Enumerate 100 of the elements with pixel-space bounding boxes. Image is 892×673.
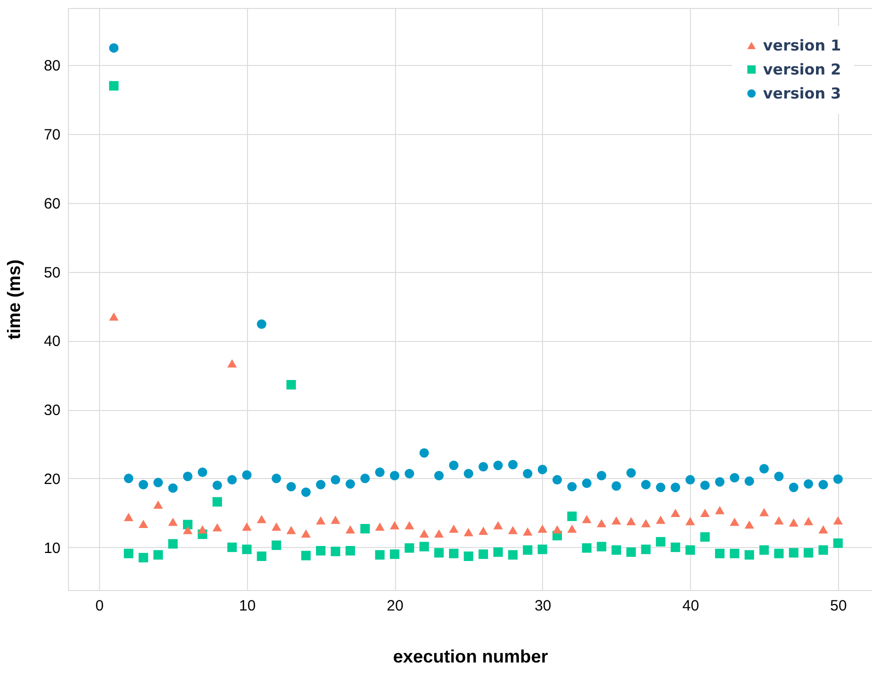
point: [670, 542, 680, 552]
point: [346, 525, 356, 534]
y-tick-label: 50: [44, 264, 60, 282]
point: [168, 483, 178, 493]
point: [182, 520, 192, 530]
point: [508, 460, 518, 470]
legend-label: version 1: [763, 36, 842, 54]
point: [788, 548, 798, 558]
point: [788, 482, 798, 492]
point: [124, 548, 134, 558]
point: [522, 545, 532, 555]
point: [227, 542, 237, 552]
legend-label: version 2: [763, 60, 842, 78]
point: [508, 526, 518, 534]
point: [227, 359, 237, 368]
point: [360, 524, 370, 534]
point: [730, 548, 740, 558]
point: [715, 506, 725, 514]
point: [596, 470, 606, 480]
point: [138, 520, 148, 528]
point: [212, 497, 222, 507]
point: [552, 525, 562, 534]
y-axis-title: time (ms): [4, 259, 24, 340]
point: [124, 512, 134, 522]
point: [833, 474, 843, 484]
point: [656, 537, 666, 547]
point: [182, 472, 192, 482]
point: [168, 518, 178, 526]
point: [256, 319, 266, 329]
x-axis-title: execution number: [392, 646, 548, 666]
point: [301, 550, 311, 560]
point: [833, 516, 843, 525]
point: [256, 552, 266, 561]
point: [788, 518, 798, 527]
point: [774, 548, 784, 558]
point: [330, 546, 340, 556]
point: [774, 472, 784, 482]
point: [582, 514, 592, 524]
y-tick-label: 10: [44, 540, 60, 557]
point: [804, 548, 814, 558]
point: [419, 448, 429, 458]
point: [596, 519, 606, 528]
point: [390, 470, 400, 480]
point: [670, 482, 680, 492]
point: [493, 460, 503, 470]
point: [464, 468, 474, 478]
point: [153, 550, 163, 560]
point: [227, 475, 237, 485]
point: [375, 550, 385, 560]
point: [478, 526, 488, 535]
point: [109, 81, 119, 91]
point: [567, 512, 577, 522]
point: [596, 542, 606, 552]
point: [316, 516, 326, 525]
point: [670, 508, 680, 517]
point: [552, 475, 562, 485]
y-tick-label: 40: [44, 333, 60, 350]
point: [286, 482, 296, 492]
point: [730, 473, 740, 482]
point: [818, 480, 828, 490]
point: [759, 464, 769, 474]
point: [301, 529, 311, 538]
point: [685, 517, 695, 526]
point: [522, 527, 532, 536]
point: [464, 552, 474, 561]
point: [301, 487, 311, 497]
point: [316, 480, 326, 490]
point: [700, 480, 710, 490]
point: [744, 476, 754, 486]
point: [153, 478, 163, 488]
point: [316, 546, 326, 556]
point: [404, 543, 414, 553]
point: [419, 529, 429, 538]
point: [804, 479, 814, 489]
point: [109, 43, 119, 53]
point: [272, 522, 282, 531]
point: [656, 482, 666, 492]
point: [582, 543, 592, 553]
point: [478, 462, 488, 472]
point: [626, 547, 636, 557]
point: [109, 312, 119, 321]
point: [212, 523, 222, 532]
point: [641, 480, 651, 490]
point: [198, 525, 208, 534]
point: [330, 475, 340, 485]
point: [626, 517, 636, 526]
point: [715, 548, 725, 558]
point: [641, 519, 651, 528]
point: [286, 526, 296, 534]
point: [198, 467, 208, 477]
legend-label: version 3: [763, 84, 842, 102]
point: [818, 545, 828, 555]
point: [582, 478, 592, 488]
point: [272, 540, 282, 550]
point: [242, 544, 252, 554]
point: [449, 548, 458, 558]
point: [138, 480, 148, 490]
point: [804, 517, 814, 526]
point: [434, 529, 444, 538]
x-tick-label: 10: [238, 598, 256, 614]
